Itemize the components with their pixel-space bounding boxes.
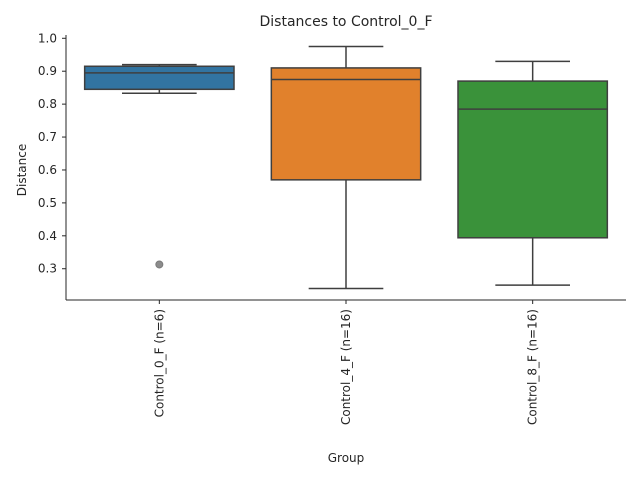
y-axis-title: Distance xyxy=(15,144,29,196)
plot-area xyxy=(83,45,609,290)
y-tick-label: 0.3 xyxy=(38,262,57,276)
box-group xyxy=(83,63,235,269)
box-iqr xyxy=(83,65,235,91)
y-tick-label: 0.4 xyxy=(38,229,57,243)
x-axis: Control_0_F (n=6) Control_4_F (n=16) Contr… xyxy=(66,299,626,425)
outlier-point xyxy=(155,260,164,269)
y-tick-label: 0.5 xyxy=(38,196,57,210)
x-axis-title: Group xyxy=(328,451,365,465)
box-iqr xyxy=(270,67,422,181)
y-axis: 0.3 0.4 0.5 0.6 0.7 0.8 0.9 1.0 xyxy=(38,31,67,300)
chart-title: Distances to Control_0_F xyxy=(259,14,432,30)
y-tick-label: 0.8 xyxy=(38,97,57,111)
box-group xyxy=(270,45,422,290)
x-tick-label: Control_4_F (n=16) xyxy=(339,309,353,425)
x-tick-label: Control_8_F (n=16) xyxy=(526,309,540,425)
y-tick-label: 0.6 xyxy=(38,163,57,177)
y-tick-label: 1.0 xyxy=(38,31,57,45)
y-tick-label: 0.9 xyxy=(38,64,57,78)
box-group xyxy=(457,60,609,286)
y-tick-label: 0.7 xyxy=(38,130,57,144)
box-iqr xyxy=(457,80,609,239)
x-tick-label: Control_0_F (n=6) xyxy=(152,309,166,417)
